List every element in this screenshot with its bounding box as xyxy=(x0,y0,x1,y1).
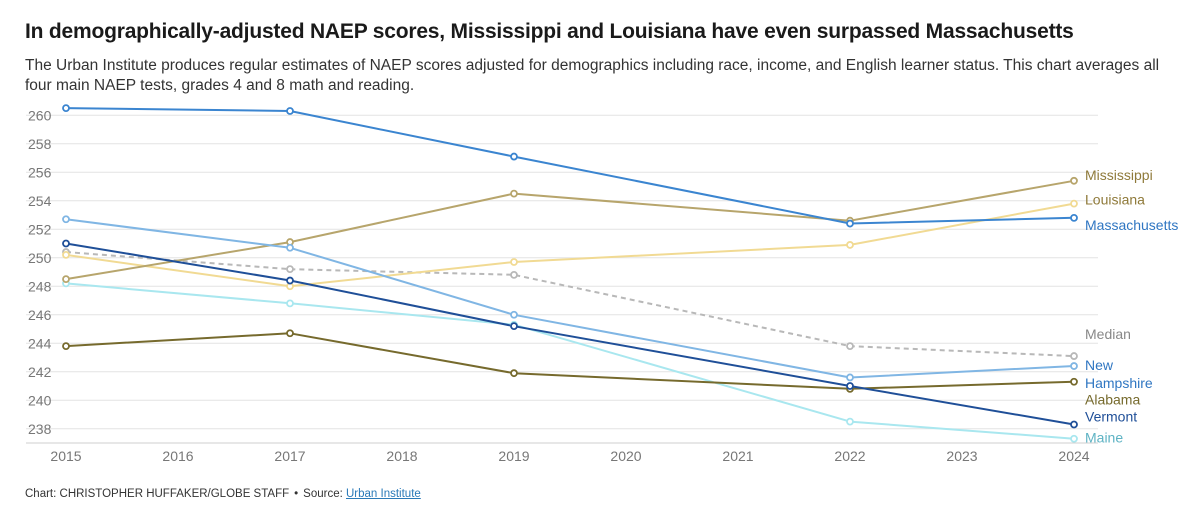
y-tick-238: 238 xyxy=(28,421,52,437)
point-vermont-2017 xyxy=(286,276,294,285)
point-median-2019 xyxy=(510,270,518,279)
point-median-2024 xyxy=(1070,352,1078,360)
x-tick-2015: 2015 xyxy=(50,448,81,464)
point-alabama-2024 xyxy=(1070,377,1078,386)
point-maine-2024 xyxy=(1070,434,1078,443)
x-tick-2017: 2017 xyxy=(274,448,305,464)
y-tick-242: 242 xyxy=(28,364,52,380)
y-tick-256: 256 xyxy=(28,164,52,180)
y-tick-258: 258 xyxy=(28,136,52,152)
line-chart: 238 240 242 244 246 248 250 252 254 256 258 260 2015… xyxy=(26,104,1178,464)
point-massachusetts-2019 xyxy=(510,152,518,161)
point-mississippi-2024 xyxy=(1070,176,1078,185)
y-tick-246: 246 xyxy=(28,307,52,323)
point-louisiana-2015 xyxy=(62,250,70,259)
y-tick-240: 240 xyxy=(28,392,52,408)
point-mississippi-2019 xyxy=(510,189,518,198)
point-alabama-2015 xyxy=(62,342,70,351)
y-tick-250: 250 xyxy=(28,250,52,266)
point-vermont-2024 xyxy=(1070,420,1078,429)
y-tick-248: 248 xyxy=(28,278,52,294)
point-new-hampshire-2019 xyxy=(510,310,518,319)
series-line-new-hampshire xyxy=(65,218,1075,379)
source-prefix: Source: xyxy=(303,488,343,500)
point-massachusetts-2015 xyxy=(62,104,70,113)
point-new-hampshire-2024 xyxy=(1070,362,1078,370)
chart-credit: Chart: CHRISTOPHER HUFFAKER/GLOBE STAFF xyxy=(25,488,290,500)
series-label-median: Median xyxy=(1085,326,1131,342)
y-tick-252: 252 xyxy=(28,221,52,237)
point-vermont-2015 xyxy=(62,239,70,248)
point-alabama-2019 xyxy=(510,369,518,378)
series-label-alabama: Alabama xyxy=(1085,392,1140,408)
y-tick-260: 260 xyxy=(28,107,52,123)
point-massachusetts-2024 xyxy=(1070,213,1078,222)
source-link[interactable]: Urban Institute xyxy=(346,488,421,500)
point-new-hampshire-2015 xyxy=(62,215,70,224)
point-louisiana-2019 xyxy=(510,258,518,266)
y-tick-244: 244 xyxy=(28,335,52,351)
point-new-hampshire-2022 xyxy=(846,373,854,382)
x-tick-2018: 2018 xyxy=(386,448,417,464)
series-label-massachusetts: Massachusetts xyxy=(1085,217,1178,233)
series-line-median xyxy=(65,251,1075,358)
x-tick-2019: 2019 xyxy=(498,448,529,464)
series-line-mississippi xyxy=(65,179,1075,281)
point-louisiana-2022 xyxy=(846,241,854,249)
point-massachusetts-2017 xyxy=(286,107,294,115)
point-new-hampshire-2017 xyxy=(286,243,294,252)
series-line-louisiana xyxy=(65,202,1075,288)
x-tick-2024: 2024 xyxy=(1058,448,1089,464)
x-tick-2022: 2022 xyxy=(834,448,865,464)
point-maine-2017 xyxy=(286,299,294,308)
point-louisiana-2024 xyxy=(1070,199,1078,208)
chart-title: In demographically-adjusted NAEP scores,… xyxy=(25,20,1074,43)
series-label-louisiana: Louisiana xyxy=(1085,192,1145,208)
series-label-vermont: Vermont xyxy=(1085,408,1137,424)
point-maine-2022 xyxy=(846,417,854,426)
chart-footer: Chart: CHRISTOPHER HUFFAKER/GLOBE STAFF •… xyxy=(25,488,421,500)
x-tick-2016: 2016 xyxy=(162,448,193,464)
point-median-2022 xyxy=(846,342,854,351)
point-median-2017 xyxy=(286,265,294,274)
x-tick-2021: 2021 xyxy=(722,448,753,464)
series-label-maine: Maine xyxy=(1085,430,1123,446)
series-line-massachusetts xyxy=(65,107,1075,225)
x-tick-2020: 2020 xyxy=(610,448,641,464)
chart-subtitle: The Urban Institute produces regular est… xyxy=(25,57,1160,94)
series-label-mississippi: Mississippi xyxy=(1085,167,1153,183)
series-label-new-hampshire: New Hampshire xyxy=(1085,357,1153,391)
series-line-vermont xyxy=(65,242,1075,426)
point-vermont-2022 xyxy=(846,382,854,390)
series-line-maine xyxy=(65,282,1075,440)
footer-separator: • xyxy=(294,488,299,500)
point-mississippi-2015 xyxy=(62,275,70,284)
point-massachusetts-2022 xyxy=(846,219,854,228)
x-tick-2023: 2023 xyxy=(946,448,977,464)
point-alabama-2017 xyxy=(286,329,294,338)
point-vermont-2019 xyxy=(510,322,518,331)
y-tick-254: 254 xyxy=(28,193,52,209)
